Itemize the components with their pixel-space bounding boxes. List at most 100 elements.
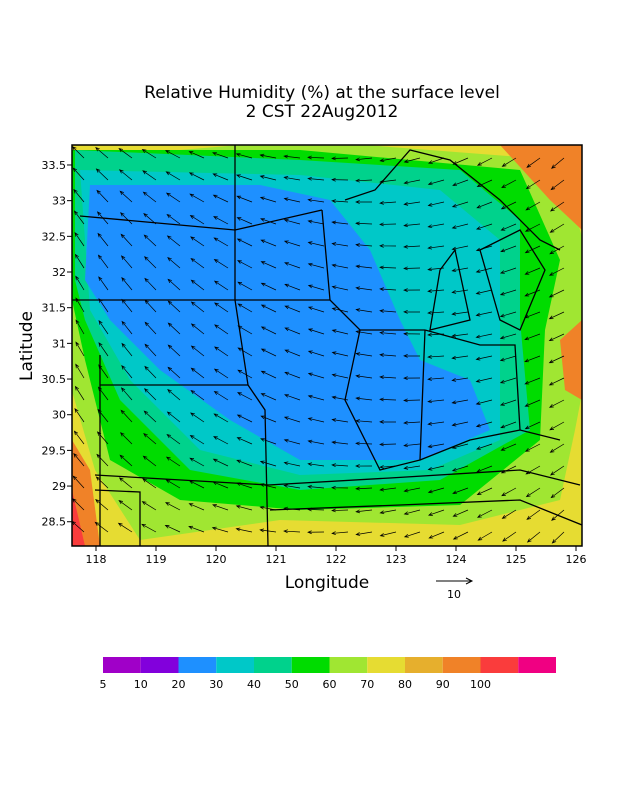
wind-arrow (475, 333, 493, 339)
wind-arrow (451, 333, 469, 338)
wind-arrow (500, 421, 517, 429)
wind-arrow (165, 171, 181, 181)
colorbar-box (405, 657, 443, 673)
wind-arrow (355, 352, 373, 357)
x-tick-label: 126 (566, 553, 587, 566)
wind-arrow (121, 298, 133, 313)
wind-arrow (260, 239, 277, 247)
wind-arrow (379, 157, 397, 163)
wind-arrow (548, 267, 565, 276)
wind-arrow (164, 524, 181, 533)
wind-arrow (236, 459, 253, 467)
wind-arrow (121, 342, 133, 357)
wind-arrow (331, 485, 349, 490)
wind-arrow (355, 330, 373, 335)
wind-arrow (451, 465, 469, 472)
wind-arrow (165, 502, 181, 511)
wind-arrow (166, 213, 181, 225)
wind-arrow (121, 320, 133, 335)
wind-arrow (307, 417, 325, 423)
wind-arrow (189, 435, 205, 445)
wind-arrow (118, 148, 133, 159)
wind-arrow (551, 531, 565, 544)
wind-arrow (475, 245, 493, 252)
wind-arrow (307, 284, 325, 291)
wind-arrow (331, 177, 349, 182)
colorbar-box (140, 657, 179, 673)
wind-arrow (75, 275, 85, 291)
colorbar-label: 20 (172, 678, 186, 691)
wind-arrow (525, 465, 541, 475)
wind-arrow (237, 392, 253, 401)
wind-arrow (500, 443, 517, 451)
wind-arrow (98, 364, 109, 379)
wind-arrow (331, 199, 349, 203)
wind-arrow (403, 310, 421, 314)
wind-arrow (331, 508, 349, 513)
wind-arrow (120, 409, 133, 423)
wind-arrow (190, 279, 205, 291)
wind-arrow (144, 365, 157, 379)
wind-arrow (379, 420, 397, 424)
wind-arrow (73, 188, 85, 203)
wind-arrow (476, 179, 493, 187)
wind-arrow (235, 527, 253, 533)
wind-arrow (427, 179, 445, 186)
wind-arrow (307, 372, 325, 379)
y-tick-label: 31 (52, 337, 66, 350)
wind-arrow (237, 325, 253, 335)
wind-arrow (235, 174, 253, 181)
wind-arrow (403, 331, 421, 336)
wind-arrow (260, 393, 277, 401)
wind-arrow (283, 461, 301, 467)
wind-arrow (526, 157, 541, 168)
wind-arrow (551, 509, 565, 521)
wind-arrow (451, 377, 469, 382)
wind-arrow (144, 256, 157, 269)
wind-arrow (143, 234, 157, 247)
wind-arrow (501, 509, 517, 519)
colorbar-box (291, 657, 330, 673)
wind-arrow (548, 289, 565, 298)
wind-arrow (355, 157, 373, 162)
wind-arrow (403, 443, 421, 448)
wind-arrow (524, 223, 541, 232)
wind-arrow (165, 456, 181, 467)
wind-arrow (95, 499, 109, 511)
wind-arrow (355, 531, 373, 536)
wind-arrow (141, 149, 157, 159)
wind-arrow (331, 242, 349, 247)
wind-arrow (260, 282, 277, 291)
wind-arrow (355, 178, 373, 183)
wind-arrow (260, 348, 277, 357)
wind-arrow (144, 343, 157, 357)
colorbar-label: 100 (470, 678, 491, 691)
wind-arrow (427, 354, 445, 359)
wind-arrow (549, 421, 565, 431)
wind-arrow (475, 311, 493, 317)
wind-arrow (307, 198, 325, 203)
wind-arrow (142, 191, 157, 203)
wind-arrow (549, 443, 565, 453)
wind-arrow (403, 420, 421, 425)
wind-arrow (476, 487, 493, 495)
x-tick-label: 124 (446, 553, 467, 566)
colorbar-label: 5 (100, 678, 107, 691)
x-tick-label: 122 (326, 553, 347, 566)
plot-frame (71, 144, 583, 547)
wind-arrow (259, 505, 277, 511)
wind-arrow (98, 298, 109, 313)
wind-arrow (427, 421, 445, 426)
wind-arrow (189, 457, 205, 467)
wind-arrow (524, 421, 541, 430)
wind-arrow (235, 152, 253, 159)
wind-arrow (331, 329, 349, 335)
wind-arrow (477, 531, 493, 541)
wind-arrow (188, 151, 205, 159)
wind-arrow (213, 413, 229, 423)
wind-arrow (307, 219, 325, 225)
wind-arrow (121, 364, 133, 379)
wind-arrow (403, 354, 421, 358)
colorbar-label: 10 (134, 678, 148, 691)
